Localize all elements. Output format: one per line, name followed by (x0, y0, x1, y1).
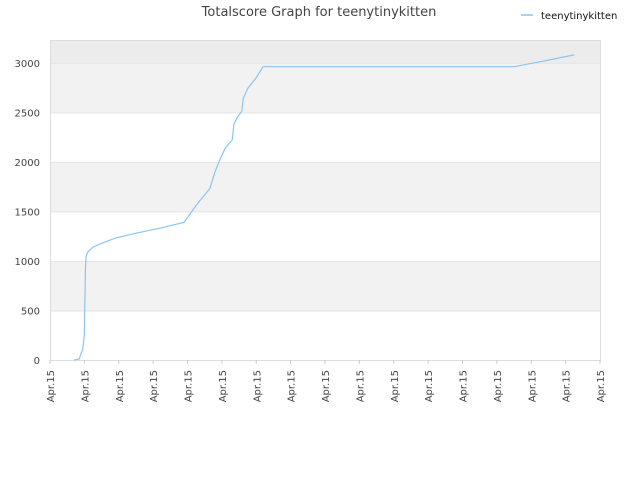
band (50, 161, 600, 212)
x-tick-label: Apr.15 (527, 370, 538, 402)
legend-label: teenytinykitten (541, 11, 617, 22)
x-tick-label: Apr.15 (459, 370, 470, 402)
x-tick-label: Apr.15 (149, 370, 160, 402)
background-bands (50, 40, 600, 360)
x-tick-label: Apr.15 (252, 370, 263, 402)
x-tick-label: Apr.15 (321, 370, 332, 402)
y-tick-label: 500 (21, 306, 40, 317)
y-tick-label: 2500 (15, 108, 40, 119)
y-tick-label: 2000 (15, 158, 40, 169)
x-tick-label: Apr.15 (355, 370, 366, 402)
chart-title: Totalscore Graph for teenytinykitten (201, 5, 437, 20)
band (50, 112, 600, 162)
y-tick-label: 3000 (15, 59, 40, 70)
band (50, 62, 600, 113)
band (50, 260, 600, 311)
x-tick-label: Apr.15 (390, 370, 401, 402)
x-tick-label: Apr.15 (115, 370, 126, 402)
x-tick-label: Apr.15 (184, 370, 195, 402)
y-axis: 0 500 1000 1500 2000 2500 3000 (15, 59, 40, 367)
series-line-teenytinykitten (73, 54, 575, 361)
band (50, 310, 600, 360)
y-tick-label: 1500 (15, 207, 40, 218)
x-tick-label: Apr.15 (218, 370, 229, 402)
band (50, 40, 600, 63)
x-tick-label: Apr.15 (80, 370, 91, 402)
x-tick-label: Apr.15 (46, 370, 57, 402)
band (50, 211, 600, 261)
x-tick-label: Apr.15 (493, 370, 504, 402)
y-tick-label: 0 (34, 356, 40, 367)
x-tick-label: Apr.15 (424, 370, 435, 402)
legend: teenytinykitten (521, 11, 617, 22)
y-tick-label: 1000 (15, 257, 40, 268)
series (73, 54, 575, 361)
x-tick-label: Apr.15 (596, 370, 607, 402)
x-axis: Apr.15 Apr.15 Apr.15 Apr.15 Apr.15 Apr.15 Apr.… (46, 360, 607, 402)
x-tick-label: Apr.15 (287, 370, 298, 402)
x-tick-label: Apr.15 (562, 370, 573, 402)
